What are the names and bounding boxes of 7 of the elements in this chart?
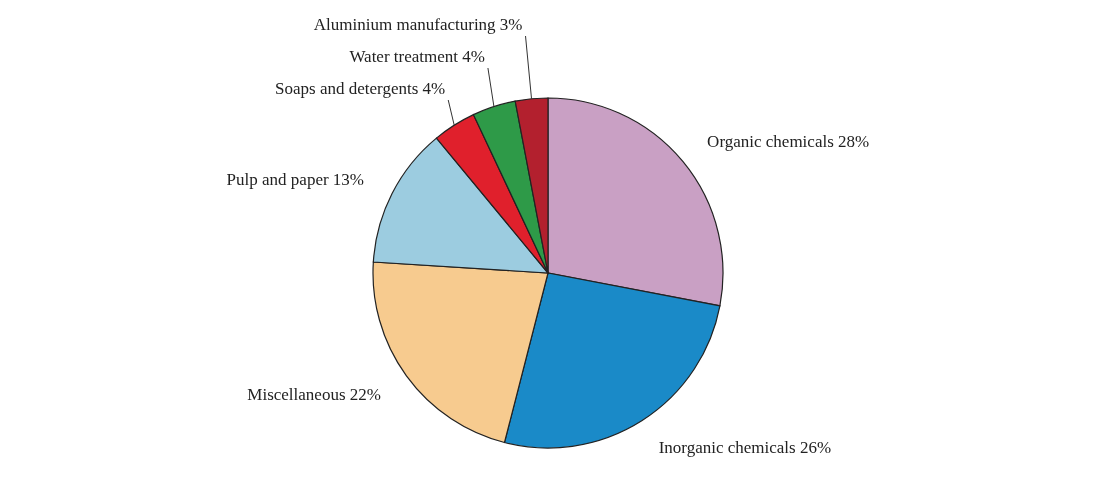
slice-label: Soaps and detergents 4% (275, 79, 446, 98)
slice-label: Organic chemicals 28% (707, 132, 870, 152)
slice-label: Aluminium manufacturing 3% (313, 15, 523, 34)
slice-label: Inorganic chemicals 26% (658, 438, 832, 458)
slice-label: Pulp and paper 13% (226, 170, 365, 190)
slice-label: Water treatment 4% (349, 47, 485, 66)
slice-label: Miscellaneous 22% (247, 385, 381, 405)
